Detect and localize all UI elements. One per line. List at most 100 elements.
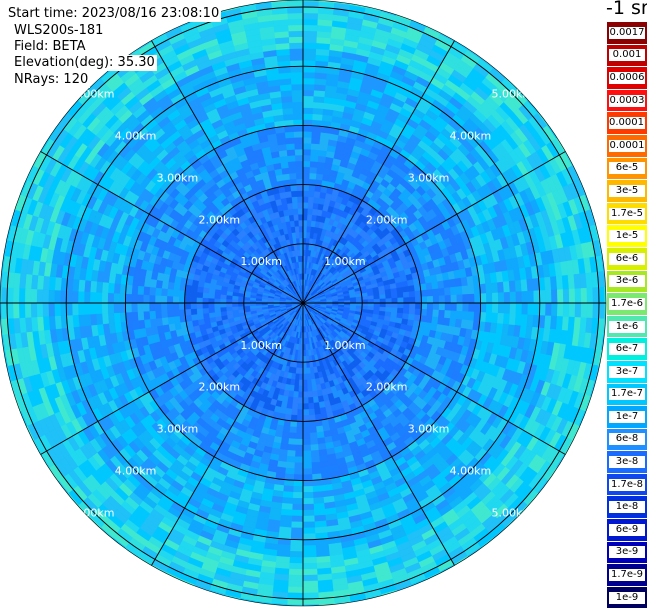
ppi-cell	[292, 510, 303, 516]
ppi-cell	[149, 295, 155, 303]
ppi-cell	[292, 90, 303, 96]
ppi-cell	[102, 303, 108, 314]
ppi-cell	[303, 131, 312, 137]
ppi-cell	[155, 295, 161, 303]
ppi-cell	[486, 303, 492, 313]
ppi-cell	[78, 291, 84, 303]
ppi-cell	[215, 312, 221, 317]
ppi-cell	[96, 281, 103, 292]
ppi-cell	[303, 398, 308, 404]
ppi-cell	[297, 191, 303, 197]
ppi-cell	[368, 296, 374, 300]
ppi-cell	[291, 185, 298, 191]
ppi-cell	[309, 185, 316, 191]
ppi-cell	[444, 310, 451, 318]
ppi-cell	[311, 138, 320, 145]
ppi-cell	[308, 397, 314, 403]
ppi-cell	[398, 303, 404, 308]
ppi-cell	[303, 451, 311, 457]
ppi-cell	[445, 295, 451, 303]
ppi-cell	[167, 310, 174, 317]
ppi-cell	[462, 311, 469, 320]
ppi-cell	[208, 303, 214, 308]
ppi-cell	[297, 415, 303, 421]
ppi-cell	[84, 303, 90, 315]
ppi-cell	[503, 281, 510, 292]
ppi-cell	[281, 509, 293, 516]
ppi-cell	[173, 289, 180, 296]
ppi-cell	[303, 66, 315, 72]
ppi-cell	[293, 480, 303, 486]
ppi-cell	[293, 391, 298, 397]
ppi-cell	[202, 298, 208, 303]
ppi-cell	[503, 314, 510, 325]
ppi-cell	[316, 426, 323, 433]
ppi-cell	[293, 114, 303, 120]
ppi-cell	[161, 303, 167, 310]
ppi-cell	[299, 380, 303, 386]
ppi-cell	[402, 286, 409, 292]
ppi-cell	[310, 438, 318, 445]
ppi-cell	[149, 287, 156, 295]
ppi-cell	[303, 380, 307, 386]
ppi-cell	[283, 486, 293, 493]
ppi-cell	[298, 208, 303, 214]
ppi-cell	[132, 312, 139, 321]
ppi-cell	[312, 132, 321, 139]
ppi-cell	[295, 149, 303, 155]
ppi-cell	[288, 209, 294, 216]
ppi-cell	[293, 208, 298, 214]
ppi-cell	[283, 426, 290, 433]
ppi-cell	[303, 78, 315, 84]
ppi-cell	[294, 474, 303, 480]
ppi-cell	[303, 433, 310, 439]
ppi-cell	[209, 312, 216, 318]
ppi-cell	[303, 386, 308, 392]
ppi-cell	[286, 138, 295, 145]
ppi-cell	[288, 444, 296, 451]
ppi-cell	[294, 125, 303, 131]
ppi-cell	[313, 486, 323, 493]
ppi-cell	[421, 309, 427, 316]
ppi-cell	[311, 450, 319, 457]
ppi-cell	[84, 292, 90, 304]
ppi-cell	[220, 303, 226, 307]
ppi-cell	[283, 114, 293, 121]
ppi-cell	[292, 403, 298, 409]
ppi-cell	[374, 299, 380, 303]
ppi-cell	[474, 294, 480, 303]
ppi-cell	[168, 317, 175, 325]
ppi-cell	[294, 463, 303, 469]
ppi-cell	[96, 314, 103, 325]
ppi-cell	[296, 427, 303, 433]
ppi-cell	[427, 303, 433, 310]
ppi-cell	[444, 288, 451, 296]
ppi-cell	[174, 283, 181, 290]
ppi-cell	[232, 303, 238, 307]
ppi-cell	[238, 300, 244, 303]
ppi-cell	[362, 296, 368, 300]
ppi-cell	[433, 296, 439, 303]
ppi-cell	[386, 298, 392, 303]
ppi-cell	[208, 308, 214, 313]
ppi-cell	[308, 197, 314, 203]
ppi-cell	[283, 491, 294, 498]
ppi-cell	[197, 314, 204, 320]
ppi-cell	[310, 173, 317, 180]
ppi-cell	[294, 214, 299, 220]
ppi-cell	[306, 368, 310, 374]
ppi-cell	[161, 288, 168, 296]
ppi-cell	[397, 293, 403, 299]
ppi-cell	[391, 308, 397, 313]
ppi-cell	[303, 534, 315, 540]
ppi-cell	[463, 294, 469, 303]
ppi-cell	[362, 303, 368, 306]
ppi-cell	[303, 114, 313, 120]
ppi-cell	[421, 303, 427, 310]
ppi-cell	[303, 167, 310, 173]
ppi-cell	[303, 498, 314, 504]
ppi-cell	[143, 286, 150, 295]
ppi-cell	[143, 311, 150, 320]
ppi-cell	[168, 282, 175, 290]
ppi-cell	[298, 392, 303, 398]
